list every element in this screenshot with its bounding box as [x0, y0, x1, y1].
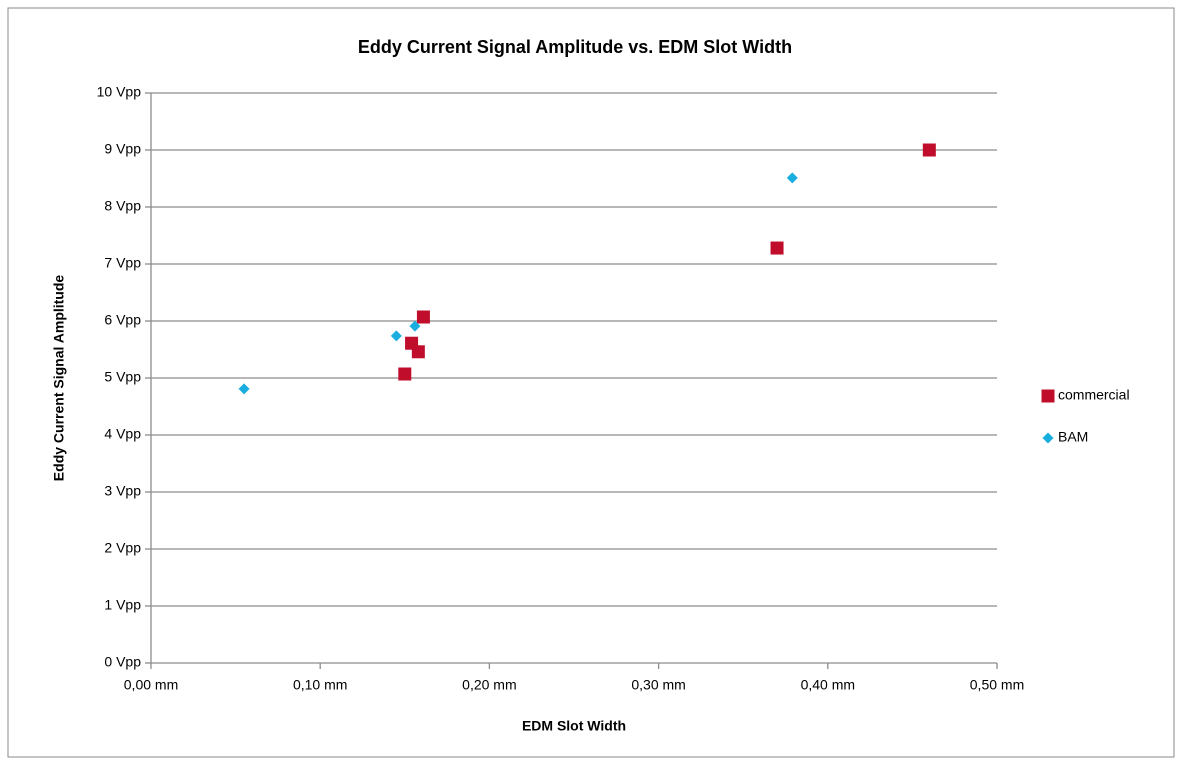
chart-frame [7, 7, 1175, 758]
x-tick-label: 0,20 mm [462, 677, 516, 693]
chart-title: Eddy Current Signal Amplitude vs. EDM Sl… [358, 37, 792, 57]
point [238, 383, 250, 395]
x-tick-label: 0,50 mm [970, 677, 1024, 693]
y-tick-label: 1 Vpp [104, 597, 141, 613]
y-tick-label: 0 Vpp [104, 654, 141, 670]
point [416, 310, 430, 324]
x-tick-label: 0,00 mm [124, 677, 178, 693]
point [770, 241, 784, 255]
legend-label: commercial [1058, 387, 1130, 403]
y-tick-label: 5 Vpp [104, 369, 141, 385]
y-tick-label: 6 Vpp [104, 312, 141, 328]
point [411, 345, 425, 359]
point [922, 143, 936, 157]
y-tick-label: 7 Vpp [104, 255, 141, 271]
x-tick-label: 0,10 mm [293, 677, 347, 693]
y-tick-label: 9 Vpp [104, 141, 141, 157]
y-tick-label: 10 Vpp [97, 84, 142, 100]
x-tick-label: 0,30 mm [631, 677, 685, 693]
x-tick-label: 0,40 mm [801, 677, 855, 693]
point [409, 320, 421, 332]
legend-swatch [1042, 432, 1054, 444]
legend-label: BAM [1058, 429, 1088, 445]
y-tick-label: 3 Vpp [104, 483, 141, 499]
y-tick-label: 4 Vpp [104, 426, 141, 442]
y-tick-label: 8 Vpp [104, 198, 141, 214]
x-axis-title: EDM Slot Width [522, 718, 626, 734]
y-tick-label: 2 Vpp [104, 540, 141, 556]
point [390, 330, 402, 342]
point [398, 367, 412, 381]
point [786, 172, 798, 184]
y-axis-title: Eddy Current Signal Amplitude [51, 275, 67, 482]
legend-swatch [1041, 389, 1055, 403]
